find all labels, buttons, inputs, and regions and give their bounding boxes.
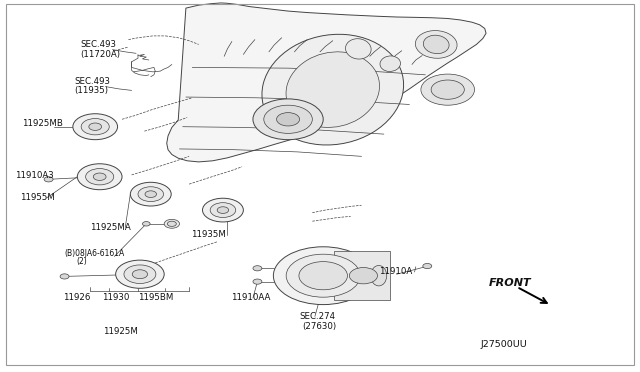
Circle shape — [77, 164, 122, 190]
Circle shape — [116, 260, 164, 288]
Circle shape — [423, 263, 432, 269]
Circle shape — [93, 173, 106, 180]
Text: 11910AA: 11910AA — [230, 294, 270, 302]
Circle shape — [202, 198, 243, 222]
Circle shape — [264, 105, 312, 134]
Ellipse shape — [346, 39, 371, 59]
Polygon shape — [167, 3, 486, 162]
Text: 1195BM: 1195BM — [138, 294, 173, 302]
Circle shape — [132, 270, 148, 279]
Text: 11935M: 11935M — [191, 230, 226, 240]
Circle shape — [138, 187, 164, 202]
Text: FRONT: FRONT — [489, 278, 532, 288]
Text: J27500UU: J27500UU — [481, 340, 528, 349]
Circle shape — [60, 274, 69, 279]
Ellipse shape — [262, 34, 404, 145]
Bar — [334, 251, 390, 300]
Circle shape — [131, 182, 172, 206]
Ellipse shape — [423, 35, 449, 54]
Circle shape — [168, 221, 176, 227]
Circle shape — [164, 219, 179, 228]
Circle shape — [299, 262, 348, 290]
Text: 11926: 11926 — [63, 294, 91, 302]
Text: 11925MB: 11925MB — [22, 119, 63, 128]
Circle shape — [145, 191, 157, 198]
Circle shape — [349, 267, 378, 284]
Text: (B)08JA6-6161A: (B)08JA6-6161A — [65, 249, 125, 258]
Circle shape — [253, 99, 323, 140]
Circle shape — [253, 279, 262, 284]
Circle shape — [276, 113, 300, 126]
Circle shape — [210, 203, 236, 218]
Circle shape — [73, 114, 118, 140]
Ellipse shape — [380, 56, 401, 71]
Circle shape — [89, 123, 102, 131]
Circle shape — [86, 169, 114, 185]
Ellipse shape — [415, 31, 457, 58]
Circle shape — [253, 266, 262, 271]
Circle shape — [143, 222, 150, 226]
Circle shape — [81, 119, 109, 135]
Circle shape — [431, 80, 465, 99]
Text: (11935): (11935) — [74, 86, 108, 95]
Text: SEC.493: SEC.493 — [74, 77, 110, 86]
Text: SEC.493: SEC.493 — [81, 40, 116, 49]
Text: 11910A: 11910A — [379, 267, 412, 276]
Text: (27630): (27630) — [302, 321, 336, 331]
Circle shape — [217, 207, 228, 214]
Text: 11955M: 11955M — [20, 193, 55, 202]
Circle shape — [44, 177, 53, 182]
Text: 11925M: 11925M — [103, 327, 138, 336]
Circle shape — [286, 254, 360, 297]
Ellipse shape — [371, 266, 387, 286]
Circle shape — [273, 247, 373, 305]
Circle shape — [124, 265, 156, 283]
Text: SEC.274: SEC.274 — [300, 312, 336, 321]
Ellipse shape — [286, 52, 380, 128]
Text: (11720A): (11720A) — [81, 50, 120, 59]
Circle shape — [421, 74, 474, 105]
Text: 11910A3: 11910A3 — [15, 171, 54, 180]
Text: 11930: 11930 — [102, 294, 129, 302]
Text: 11925MA: 11925MA — [90, 223, 131, 232]
Text: (2): (2) — [76, 257, 87, 266]
